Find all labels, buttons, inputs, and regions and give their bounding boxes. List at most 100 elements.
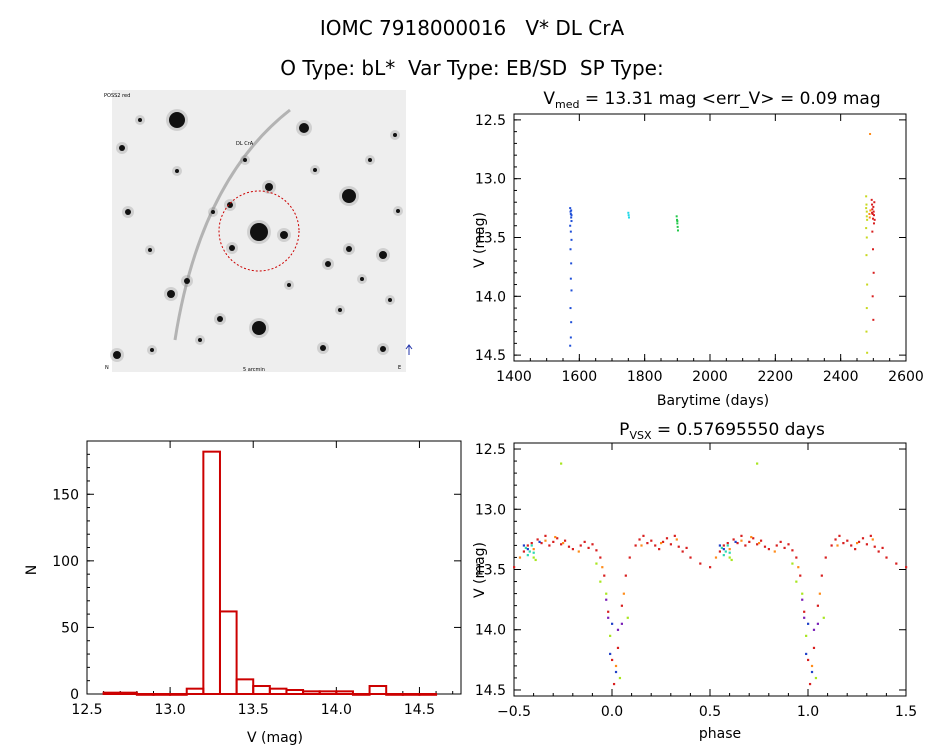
- finder-star: [265, 183, 273, 191]
- phased-point: [736, 541, 739, 545]
- lightcurve-point: [865, 330, 868, 333]
- lightcurve-point: [676, 229, 679, 232]
- phased-point: [816, 622, 819, 625]
- histogram-bars: [102, 450, 438, 696]
- lightcurve-point: [676, 225, 679, 228]
- phased-point: [758, 541, 761, 545]
- lightcurve-axes: 1400 1600 1800 2000 2200 2400 2600 12.5 13.0 13.5…: [475, 113, 924, 385]
- finder-orientation-arrow-icon: [405, 344, 413, 355]
- phased-point: [744, 544, 747, 547]
- lightcurve-point: [869, 132, 872, 135]
- finder-star: [313, 168, 317, 172]
- histogram-bar: [185, 687, 205, 696]
- lightcurve-point: [570, 220, 573, 223]
- phased-point: [587, 546, 590, 550]
- lightcurve-point: [570, 262, 573, 265]
- phased-axes: −0.5 0.0 0.5 1.0 1.5 12.5 13.0 13.5 14.0 14.5: [475, 442, 917, 720]
- lightcurve-point: [873, 201, 876, 204]
- histogram-xtick-label: 14.5: [404, 702, 435, 718]
- lightcurve-xtick-label: 1600: [562, 369, 598, 385]
- phased-point: [726, 541, 729, 545]
- finder-corner-label: POSS2 red: [104, 93, 130, 99]
- phased-point: [530, 541, 533, 545]
- phased-point: [726, 544, 729, 547]
- finder-star: [368, 158, 372, 162]
- phased-point: [681, 550, 684, 553]
- lightcurve-point: [570, 214, 573, 217]
- phased-point: [642, 534, 645, 537]
- phased-point: [803, 616, 806, 619]
- phased-point: [748, 540, 751, 543]
- phased-point: [803, 610, 806, 613]
- phased-point: [563, 539, 567, 542]
- lightcurve-point: [872, 248, 875, 251]
- phased-point: [722, 548, 725, 551]
- lightcurve-xtick-label: 1800: [627, 369, 663, 385]
- lightcurve-point: [871, 230, 874, 233]
- lightcurve-point: [871, 211, 874, 214]
- lightcurve-point: [872, 222, 875, 225]
- finder-star: [150, 348, 154, 352]
- lightcurve-point: [872, 318, 875, 321]
- phased-point: [548, 544, 551, 547]
- lightcurve-ytick-label: 13.0: [475, 172, 506, 188]
- lightcurve-point: [866, 218, 869, 221]
- phased-point: [714, 556, 718, 559]
- finder-star: [175, 169, 179, 173]
- phased-point: [854, 548, 857, 551]
- phased-point: [524, 546, 527, 550]
- lightcurve-point: [868, 216, 871, 219]
- lightcurve-point: [870, 198, 873, 201]
- lightcurve-xtick-label: 2200: [758, 369, 794, 385]
- phased-ytick-label: 13.5: [475, 563, 506, 579]
- phased-point: [660, 541, 663, 545]
- lightcurve-point: [872, 271, 875, 274]
- histogram-bar: [318, 690, 338, 696]
- lightcurve-point: [865, 203, 868, 206]
- phased-point: [689, 556, 692, 559]
- phased-point: [603, 574, 606, 577]
- lightcurve-point: [569, 248, 572, 251]
- phased-point: [552, 540, 555, 543]
- phased-point: [797, 566, 800, 569]
- phased-point: [634, 544, 637, 547]
- lightcurve-point: [676, 218, 679, 221]
- phased-point: [818, 592, 821, 595]
- phased-point: [795, 580, 798, 583]
- lightcurve-point: [676, 222, 679, 225]
- phased-point: [609, 634, 612, 637]
- lightcurve-point: [866, 283, 869, 286]
- phased-point: [816, 604, 819, 607]
- phased-point: [722, 544, 725, 547]
- phased-point: [599, 556, 602, 559]
- lightcurve-point: [872, 210, 875, 213]
- phased-point: [873, 545, 876, 548]
- phased-point: [801, 598, 804, 601]
- histogram-bar: [302, 690, 321, 696]
- finder-star: [360, 277, 364, 281]
- phased-point: [787, 543, 790, 546]
- lightcurve-point: [871, 203, 874, 206]
- phased-point: [536, 538, 539, 541]
- phased-panel: −0.5 0.0 0.5 1.0 1.5 12.5 13.0 13.5 14.0 14.5 PVS…: [472, 420, 917, 742]
- histogram-bar: [135, 693, 155, 696]
- lightcurve-xlabel: Barytime (days): [657, 393, 769, 409]
- finder-star: [169, 112, 185, 128]
- histogram-bar: [235, 678, 255, 696]
- phased-point: [846, 539, 849, 542]
- phased-point: [740, 539, 743, 542]
- finder-target-label: DL CrA: [236, 141, 254, 147]
- phased-point: [814, 676, 818, 680]
- phased-xtick-label: −0.5: [497, 704, 531, 720]
- phased-points: [513, 462, 908, 686]
- phased-point: [562, 541, 565, 545]
- histogram-bar: [385, 693, 404, 696]
- phased-ytick-label: 14.5: [475, 683, 506, 699]
- finder-satellite-streak: [173, 108, 291, 341]
- phased-point: [709, 566, 712, 569]
- histogram-xtick-label: 13.5: [238, 702, 269, 718]
- phased-point: [830, 544, 833, 547]
- phased-point: [614, 670, 618, 674]
- phased-point: [699, 562, 702, 565]
- lightcurve-point: [865, 195, 868, 198]
